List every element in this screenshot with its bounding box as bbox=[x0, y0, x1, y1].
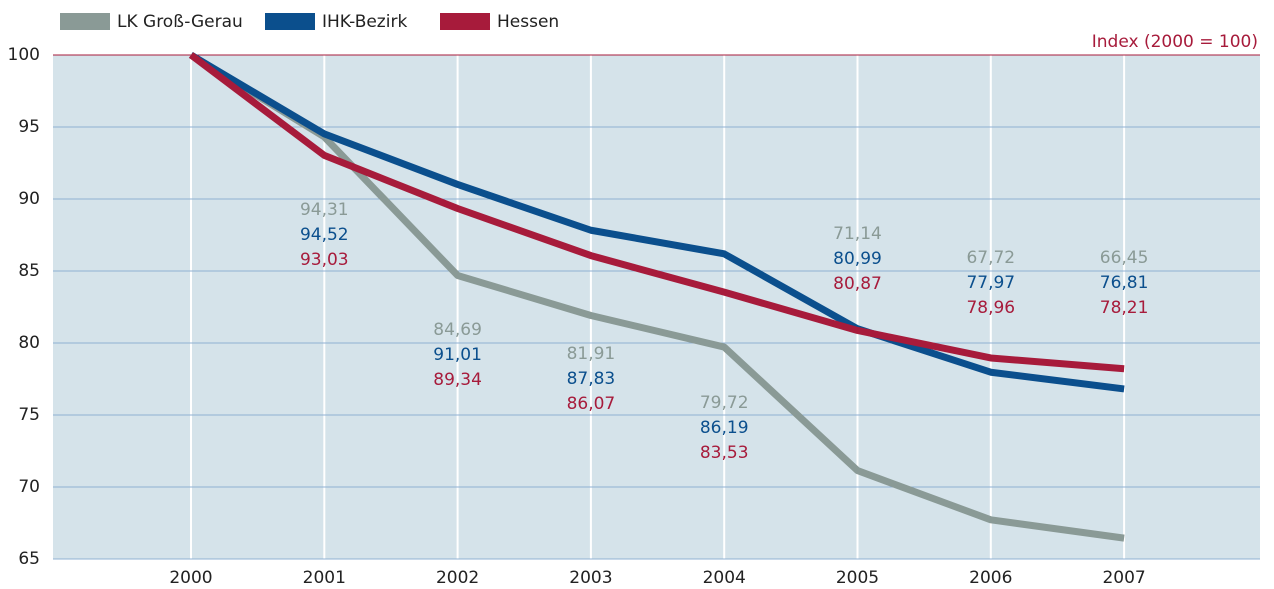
annotation: Index (2000 = 100) bbox=[1092, 32, 1258, 52]
x-tick-label: 2006 bbox=[969, 568, 1012, 588]
data-label: 86,07 bbox=[567, 394, 616, 414]
data-label: 84,69 bbox=[433, 320, 482, 340]
x-tick-label: 2003 bbox=[569, 568, 612, 588]
data-label: 91,01 bbox=[433, 345, 482, 365]
data-label: 94,52 bbox=[300, 225, 349, 245]
x-tick-label: 2001 bbox=[303, 568, 346, 588]
y-tick-label: 80 bbox=[18, 333, 40, 353]
series-line bbox=[188, 52, 1125, 373]
x-tick-label: 2000 bbox=[169, 568, 212, 588]
data-label: 76,81 bbox=[1100, 273, 1149, 293]
legend-swatch bbox=[440, 13, 490, 30]
legend-swatch bbox=[265, 13, 315, 30]
x-tick-label: 2002 bbox=[436, 568, 479, 588]
data-label: 78,96 bbox=[966, 298, 1015, 318]
data-label: 94,31 bbox=[300, 200, 349, 220]
data-label: 87,83 bbox=[567, 369, 616, 389]
plot-area bbox=[53, 55, 1260, 559]
data-label: 79,72 bbox=[700, 393, 749, 413]
data-label: 67,72 bbox=[966, 248, 1015, 268]
x-tick-label: 2004 bbox=[703, 568, 746, 588]
series-line bbox=[189, 51, 1125, 393]
legend-label: LK Groß-Gerau bbox=[117, 12, 243, 32]
data-label: 81,91 bbox=[567, 344, 616, 364]
series-line bbox=[189, 52, 1125, 542]
y-tick-label: 75 bbox=[18, 405, 40, 425]
data-label: 71,14 bbox=[833, 224, 882, 244]
data-label: 78,21 bbox=[1100, 298, 1149, 318]
y-tick-label: 85 bbox=[18, 261, 40, 281]
y-tick-label: 90 bbox=[18, 189, 40, 209]
y-tick-label: 65 bbox=[18, 549, 40, 569]
data-label: 89,34 bbox=[433, 370, 482, 390]
data-label: 66,45 bbox=[1100, 248, 1149, 268]
y-tick-label: 100 bbox=[8, 45, 40, 65]
y-tick-label: 70 bbox=[18, 477, 40, 497]
data-label: 93,03 bbox=[300, 250, 349, 270]
legend-label: Hessen bbox=[497, 12, 559, 32]
data-label: 80,99 bbox=[833, 249, 882, 269]
legend-label: IHK-Bezirk bbox=[322, 12, 407, 32]
data-label: 77,97 bbox=[966, 273, 1015, 293]
data-label: 86,19 bbox=[700, 418, 749, 438]
legend-swatch bbox=[60, 13, 110, 30]
data-label: 80,87 bbox=[833, 274, 882, 294]
y-tick-label: 95 bbox=[18, 117, 40, 137]
x-tick-label: 2007 bbox=[1102, 568, 1145, 588]
data-label: 83,53 bbox=[700, 443, 749, 463]
x-tick-label: 2005 bbox=[836, 568, 879, 588]
